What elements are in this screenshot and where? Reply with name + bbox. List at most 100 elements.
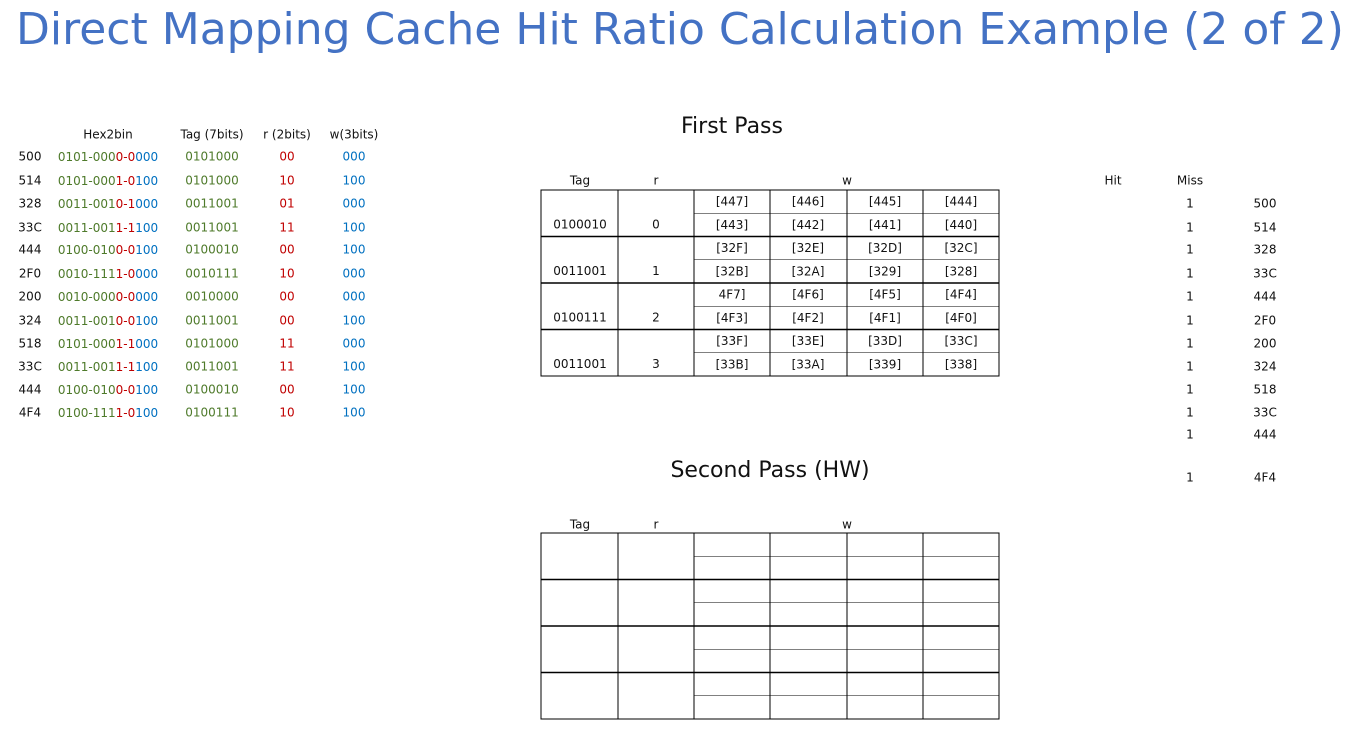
hex2bin-part: 000 <box>135 337 158 351</box>
hex2bin-part: 100 <box>135 383 158 397</box>
column-header: Miss <box>1177 174 1203 188</box>
section-title: Second Pass (HW) <box>670 458 869 483</box>
word-address: 4F7] <box>719 288 746 302</box>
w-bits: 100 <box>343 314 366 328</box>
miss-count: 1 <box>1186 337 1194 351</box>
hex2bin: 0101-0001-1000 <box>58 337 158 351</box>
hex2bin-part: 0011-001 <box>58 197 116 211</box>
w-bits: 100 <box>343 360 366 374</box>
word-address: [442] <box>792 218 824 232</box>
word-address: [329] <box>869 265 901 279</box>
tag-bits: 0011001 <box>185 221 238 235</box>
address: 328 <box>19 197 42 211</box>
address: 4F4 <box>19 406 41 420</box>
tally-address: 324 <box>1254 360 1277 374</box>
hex2bin: 0010-1111-0000 <box>58 267 158 281</box>
word-address: [32C] <box>944 241 977 255</box>
word-address: [4F2] <box>792 311 824 325</box>
hex2bin: 0011-0011-1100 <box>58 221 158 235</box>
miss-count: 1 <box>1186 221 1194 235</box>
r-bits: 00 <box>279 243 294 257</box>
section-title: First Pass <box>681 114 783 139</box>
tally-address: 4F4 <box>1254 471 1276 485</box>
hex2bin-part: 0100-111 <box>58 406 116 420</box>
address: 33C <box>18 221 42 235</box>
tally-address: 33C <box>1253 406 1277 420</box>
set-tag: 0100010 <box>553 218 606 232</box>
tag-bits: 0101000 <box>185 337 238 351</box>
word-address: [33F] <box>716 334 748 348</box>
miss-count: 1 <box>1186 360 1194 374</box>
hex2bin-part: 0-1 <box>116 197 136 211</box>
hex2bin-part: 0011-001 <box>58 314 116 328</box>
w-bits: 000 <box>343 150 366 164</box>
w-bits: 100 <box>343 383 366 397</box>
hex2bin-part: 0010-111 <box>58 267 116 281</box>
hex2bin: 0100-1111-0100 <box>58 406 158 420</box>
set-index: 1 <box>652 264 660 278</box>
word-address: [338] <box>945 358 977 372</box>
hex2bin-part: 100 <box>135 243 158 257</box>
word-address: [32B] <box>716 265 749 279</box>
w-bits: 100 <box>343 243 366 257</box>
hex2bin: 0011-0010-0100 <box>58 314 158 328</box>
tag-bits: 0101000 <box>185 150 238 164</box>
set-tag: 0100111 <box>553 311 606 325</box>
tag-bits: 0010000 <box>185 290 238 304</box>
column-header: w <box>842 518 852 532</box>
tag-bits: 0011001 <box>185 360 238 374</box>
hex2bin: 0100-0100-0100 <box>58 243 158 257</box>
miss-count: 1 <box>1186 243 1194 257</box>
set-index: 2 <box>652 311 660 325</box>
address: 324 <box>19 314 42 328</box>
hex2bin-part: 1-0 <box>116 174 136 188</box>
hex2bin-part: 0-0 <box>116 290 136 304</box>
word-address: [33A] <box>792 358 825 372</box>
hex2bin-part: 000 <box>135 150 158 164</box>
word-address: [445] <box>869 195 901 209</box>
hex2bin-part: 0101-000 <box>58 150 116 164</box>
hex2bin-part: 0100-010 <box>58 383 116 397</box>
r-bits: 10 <box>279 267 294 281</box>
r-bits: 00 <box>279 290 294 304</box>
word-address: [444] <box>945 195 977 209</box>
tally-address: 328 <box>1254 243 1277 257</box>
address: 2F0 <box>19 267 41 281</box>
address: 500 <box>19 150 42 164</box>
tally-address: 514 <box>1254 221 1277 235</box>
column-header: r <box>654 174 659 188</box>
tag-bits: 0101000 <box>185 174 238 188</box>
hex2bin-part: 1-1 <box>116 221 136 235</box>
word-address: [4F4] <box>945 288 977 302</box>
hex2bin-part: 0011-001 <box>58 360 116 374</box>
column-header: w(3bits) <box>330 128 379 142</box>
hex2bin-part: 1-1 <box>116 337 136 351</box>
hex2bin-part: 0011-001 <box>58 221 116 235</box>
hex2bin-part: 0-0 <box>116 150 136 164</box>
column-header: w <box>842 174 852 188</box>
column-header: Tag (7bits) <box>179 128 243 142</box>
hex2bin-part: 0-0 <box>116 243 136 257</box>
hex2bin-part: 0-0 <box>116 383 136 397</box>
tag-bits: 0011001 <box>185 197 238 211</box>
hex2bin: 0011-0011-1100 <box>58 360 158 374</box>
word-address: [440] <box>945 218 977 232</box>
w-bits: 100 <box>343 406 366 420</box>
hex2bin-part: 000 <box>135 290 158 304</box>
tally-address: 444 <box>1254 290 1277 304</box>
r-bits: 01 <box>279 197 294 211</box>
hex2bin-part: 0-0 <box>116 314 136 328</box>
tally-address: 2F0 <box>1254 314 1276 328</box>
hex2bin-part: 1-0 <box>116 267 136 281</box>
word-address: [32A] <box>792 265 825 279</box>
column-header: Hit <box>1104 174 1121 188</box>
word-address: [443] <box>716 218 748 232</box>
hex2bin-part: 0101-000 <box>58 174 116 188</box>
tally-address: 518 <box>1254 383 1277 397</box>
column-header: r (2bits) <box>263 128 311 142</box>
set-index: 3 <box>652 357 660 371</box>
r-bits: 11 <box>279 360 294 374</box>
column-header: r <box>654 518 659 532</box>
word-address: [4F5] <box>869 288 901 302</box>
